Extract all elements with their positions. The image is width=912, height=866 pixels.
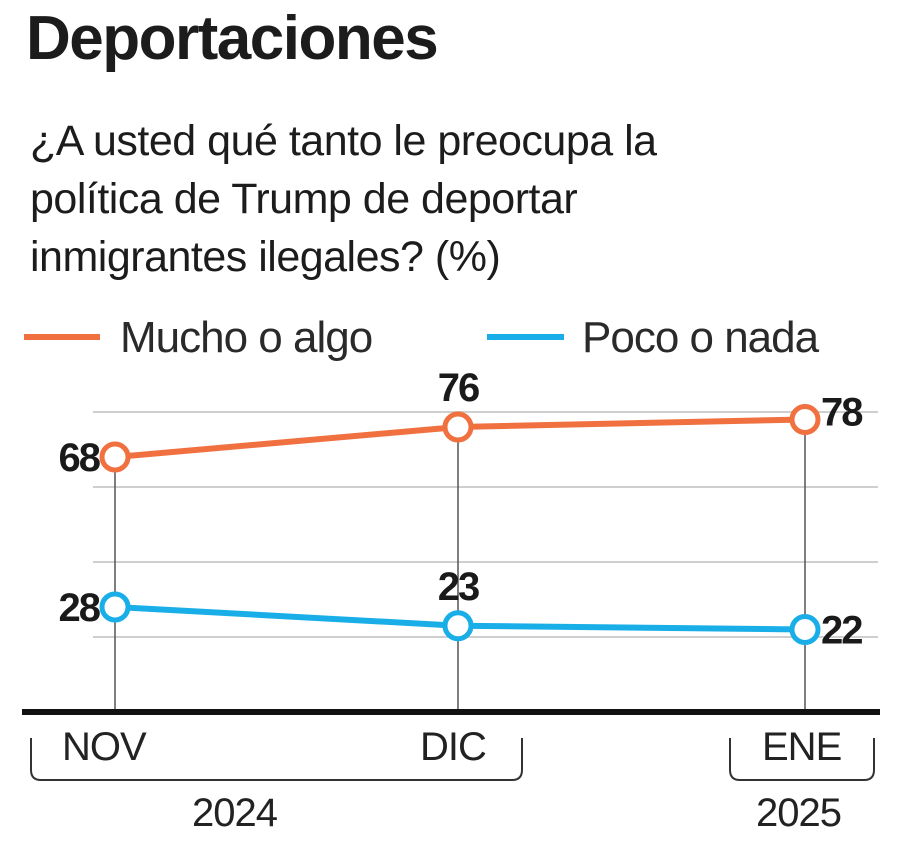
data-point: [442, 610, 474, 642]
legend-label-poco: Poco o nada: [582, 313, 820, 362]
chart-title: Deportaciones: [26, 4, 439, 73]
data-label: 22: [821, 609, 862, 653]
data-labels: 68 76 78 28 23 22: [59, 366, 866, 653]
year-label-2025: 2025: [756, 791, 841, 835]
tick-label-ene: ENE: [762, 725, 841, 769]
data-point: [789, 614, 821, 645]
subtitle-line: ¿A usted qué tanto le preocupa la: [30, 117, 657, 165]
gridlines: [93, 411, 878, 638]
subtitle-line: política de Trump de deportar: [30, 175, 578, 223]
year-bracket-2024-right: [292, 738, 523, 781]
chart-subtitle: ¿A usted qué tanto le preocupa la políti…: [30, 112, 890, 286]
legend: Mucho o algo Poco o nada: [24, 313, 821, 362]
subtitle-line: inmigrantes ilegales? (%): [30, 233, 501, 281]
tick-label-dic: DIC: [420, 725, 486, 769]
data-point: [789, 404, 821, 435]
category-lines: [114, 419, 806, 712]
data-label: 23: [438, 565, 479, 609]
data-point: [99, 591, 131, 623]
data-label: 76: [438, 366, 479, 410]
data-point: [442, 411, 474, 443]
x-axis: NOV DIC ENE 2024 2025: [30, 725, 875, 835]
data-label: 28: [59, 586, 101, 630]
year-bracket-2025: [729, 738, 875, 781]
year-label-2024: 2024: [192, 791, 278, 835]
data-label: 68: [59, 436, 101, 480]
legend-label-mucho: Mucho o algo: [120, 313, 372, 362]
data-point: [99, 441, 131, 473]
data-label: 78: [821, 391, 863, 435]
series-group: [99, 404, 821, 645]
tick-label-nov: NOV: [62, 725, 147, 769]
